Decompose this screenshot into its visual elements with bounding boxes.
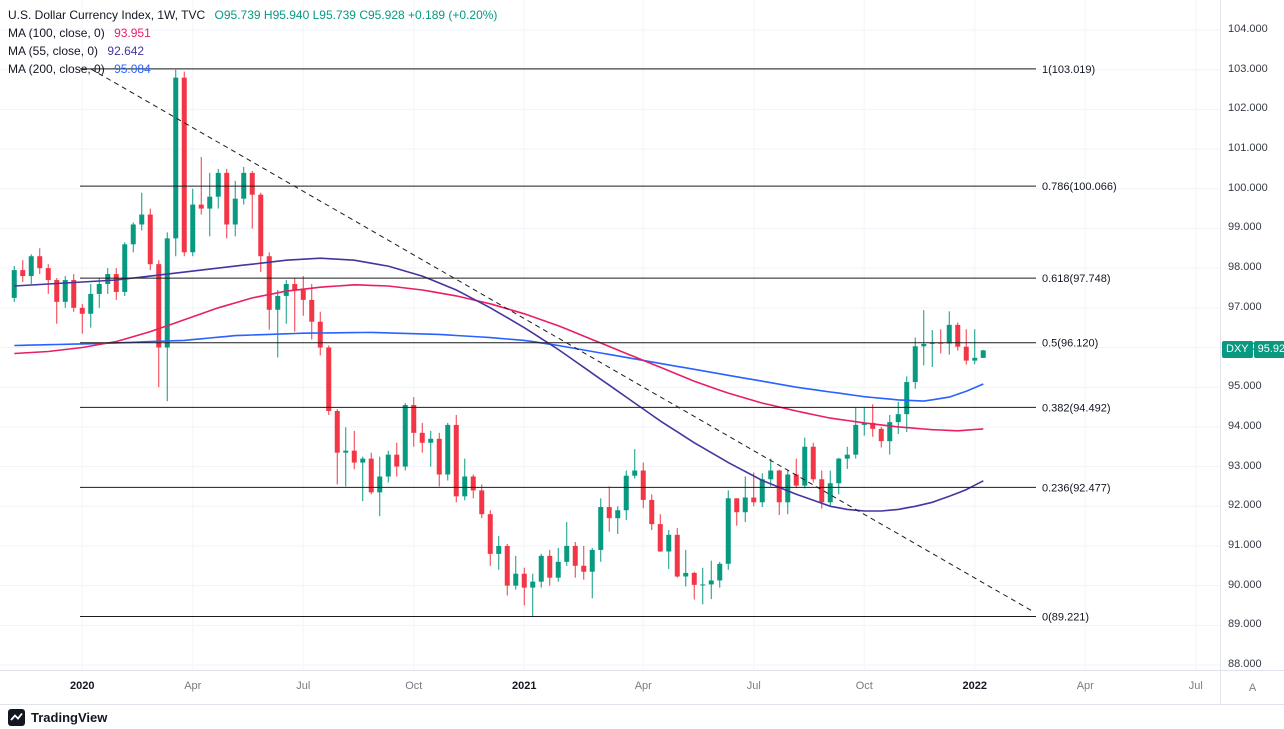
candlestick-series: [11, 69, 986, 617]
chart-canvas[interactable]: 1(103.019) 0.786(100.066) 0.618(97.748) 0.5…: [0, 0, 1220, 670]
price-badge: DXY 95.928: [1222, 341, 1284, 359]
auto-scale-indicator[interactable]: A: [1220, 670, 1284, 705]
svg-text:0.618(97.748): 0.618(97.748): [1042, 273, 1111, 285]
price-tick-label: 92.000: [1228, 499, 1262, 512]
price-tick-label: 99.000: [1228, 221, 1262, 234]
auto-scale-label: A: [1248, 682, 1257, 694]
price-badge-value: 95.928: [1253, 341, 1284, 359]
svg-text:1(103.019): 1(103.019): [1042, 64, 1095, 76]
price-axis[interactable]: DXY 95.928 104.000 103.000 102.000 101.000 1…: [1220, 0, 1284, 670]
price-badge-symbol: DXY: [1222, 341, 1253, 359]
tradingview-logo-icon[interactable]: [8, 708, 25, 726]
price-tick-label: 89.000: [1228, 618, 1262, 631]
price-tick-label: 94.000: [1228, 419, 1262, 432]
tradingview-wordmark[interactable]: TradingView: [31, 709, 108, 725]
indicator-row[interactable]: MA (200, close, 0) 95.084: [8, 60, 497, 78]
svg-text:0.5(96.120): 0.5(96.120): [1042, 338, 1098, 350]
price-tick-label: 102.000: [1228, 102, 1268, 115]
svg-text:0.786(100.066): 0.786(100.066): [1042, 181, 1117, 193]
price-tick-label: 90.000: [1228, 578, 1262, 591]
indicator-value: 92.642: [107, 44, 145, 58]
time-tick-label: Apr: [634, 680, 652, 692]
time-tick-label: 2022: [962, 680, 987, 692]
ma-line-MA100[interactable]: [14, 283, 984, 432]
indicator-label: MA (100, close, 0): [8, 26, 105, 40]
time-tick-label: Jul: [1188, 680, 1203, 692]
price-tick-label: 100.000: [1228, 181, 1268, 194]
svg-text:0.236(92.477): 0.236(92.477): [1042, 482, 1111, 494]
time-tick-label: Apr: [184, 680, 202, 692]
price-tick-label: 101.000: [1228, 142, 1268, 155]
time-tick-label: Jul: [296, 680, 311, 692]
price-tick-label: 93.000: [1228, 459, 1262, 472]
symbol-title: U.S. Dollar Currency Index, 1W, TVC: [8, 8, 206, 22]
time-tick-label: 2021: [512, 680, 537, 692]
chart-legend: U.S. Dollar Currency Index, 1W, TVC O95.…: [8, 6, 497, 78]
grid: [0, 29, 1220, 666]
time-tick-label: Oct: [855, 680, 873, 692]
chart-plot-area[interactable]: 1(103.019) 0.786(100.066) 0.618(97.748) 0.5…: [0, 0, 1220, 670]
time-tick-label: Jul: [746, 680, 761, 692]
price-tick-label: 104.000: [1228, 23, 1268, 35]
time-axis[interactable]: 2020 Apr Jul Oct 2021 Apr Jul Oct 2022 Apr Jul: [0, 670, 1220, 705]
ohlc-values: O95.739 H95.940 L95.739 C95.928 +0.189 (…: [214, 8, 498, 22]
price-tick-label: 103.000: [1228, 62, 1268, 75]
price-tick-label: 91.000: [1228, 538, 1262, 551]
trendline[interactable]: [90, 68, 1035, 613]
svg-text:0.382(94.492): 0.382(94.492): [1042, 402, 1111, 414]
price-tick-label: 97.000: [1228, 300, 1262, 313]
indicator-label: MA (55, close, 0): [8, 44, 99, 58]
price-tick-label: 88.000: [1228, 658, 1262, 670]
indicator-label: MA (200, close, 0): [8, 62, 105, 76]
ma-line-MA200[interactable]: [14, 331, 984, 402]
indicator-row[interactable]: MA (55, close, 0) 92.642: [8, 42, 497, 60]
time-tick-label: Oct: [405, 680, 423, 692]
svg-text:0(89.221): 0(89.221): [1042, 612, 1089, 624]
time-tick-label: Apr: [1076, 680, 1094, 692]
fib-retracement[interactable]: 1(103.019) 0.786(100.066) 0.618(97.748) 0.5…: [80, 64, 1117, 624]
time-tick-label: 2020: [70, 680, 95, 692]
price-tick-label: 95.000: [1228, 380, 1262, 393]
indicator-row[interactable]: MA (100, close, 0) 93.951: [8, 24, 497, 42]
indicator-value: 93.951: [114, 26, 151, 40]
symbol-legend-row[interactable]: U.S. Dollar Currency Index, 1W, TVC O95.…: [8, 6, 497, 24]
indicator-value: 95.084: [114, 62, 151, 76]
ma-line-MA55[interactable]: [14, 257, 984, 512]
price-tick-label: 98.000: [1228, 261, 1262, 274]
bottom-toolbar: TradingView: [0, 704, 1284, 729]
